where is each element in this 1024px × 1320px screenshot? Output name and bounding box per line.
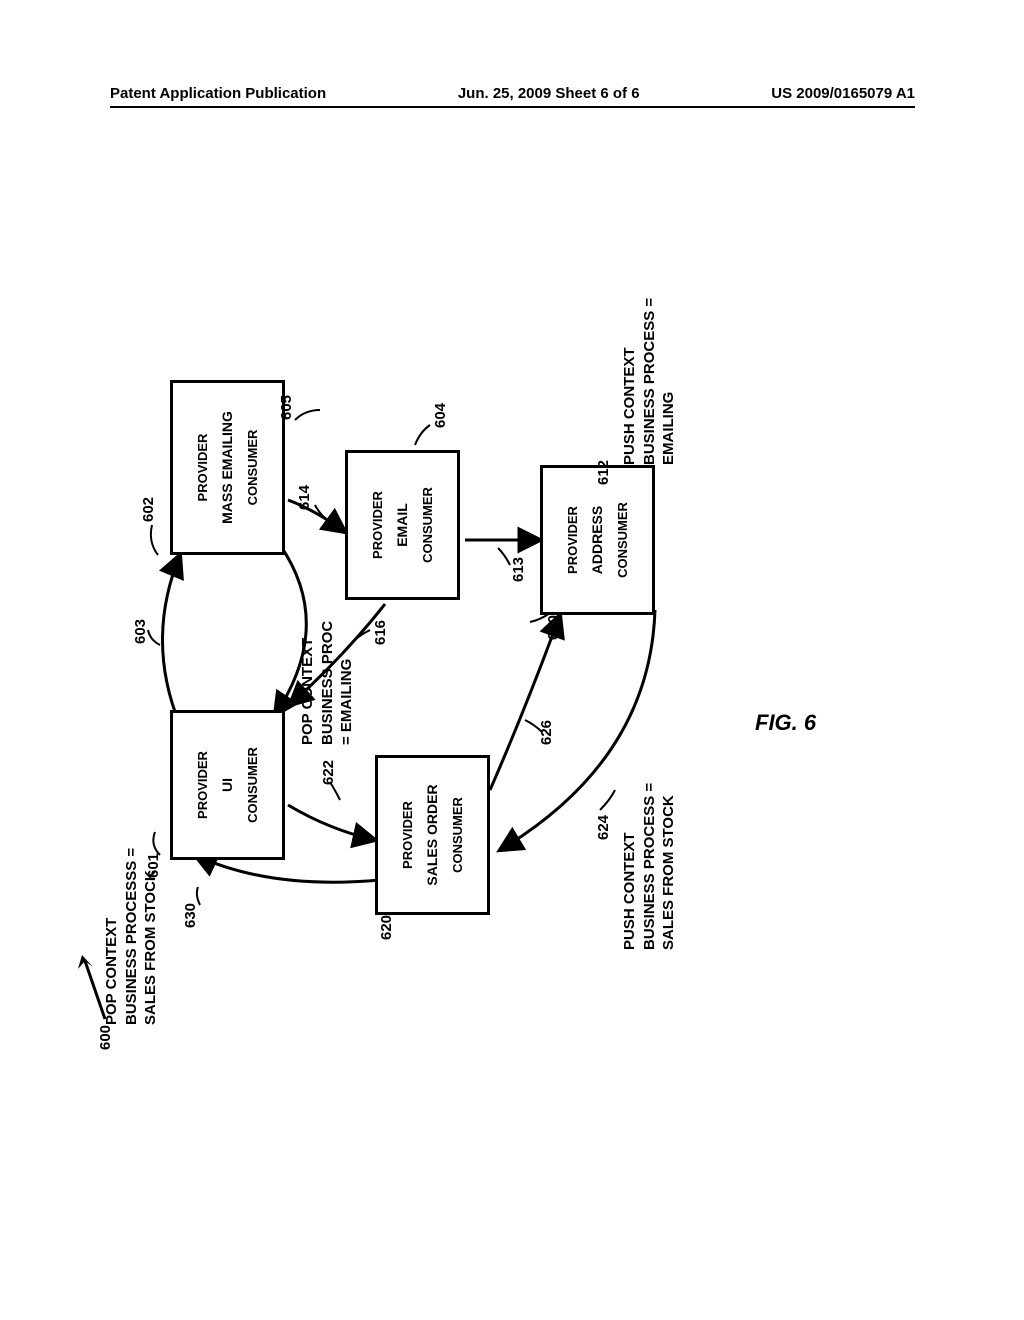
label-push-emailing: PUSH CONTEXT BUSINESS PROCESS = EMAILING — [620, 298, 679, 465]
header-center: Jun. 25, 2009 Sheet 6 of 6 — [458, 85, 640, 102]
header-left: Patent Application Publication — [110, 85, 326, 102]
page-header: Patent Application Publication Jun. 25, … — [110, 85, 915, 108]
label-pop-emailing: POP CONTEXT BUSINESS PROC = EMAILING — [298, 621, 357, 745]
page: Patent Application Publication Jun. 25, … — [0, 0, 1024, 1320]
label-provider: PROVIDER — [564, 506, 582, 574]
ref-630: 630 — [182, 903, 199, 928]
label-title: ADDRESS — [588, 506, 607, 574]
ref-613: 613 — [510, 557, 527, 582]
ref-612: 612 — [595, 460, 612, 485]
label-consumer: CONSUMER — [614, 502, 632, 578]
ref-603: 603 — [132, 619, 149, 644]
ref-604: 604 — [432, 403, 449, 428]
label-title: UI — [218, 778, 237, 792]
label-provider: PROVIDER — [194, 751, 212, 819]
figure-label: FIG. 6 — [755, 710, 816, 736]
header-right: US 2009/0165079 A1 — [771, 85, 915, 102]
node-ui: PROVIDER UI CONSUMER — [170, 710, 285, 860]
ref-602: 602 — [140, 497, 157, 522]
label-consumer: CONSUMER — [244, 747, 262, 823]
ref-622: 622 — [320, 760, 337, 785]
label-title: EMAIL — [393, 503, 412, 547]
node-address: PROVIDER ADDRESS CONSUMER — [540, 465, 655, 615]
label-pop-sales: POP CONTEXT BUSINESS PROCESSS = SALES FR… — [102, 848, 161, 1025]
ref-624: 624 — [595, 815, 612, 840]
ref-620: 620 — [378, 915, 395, 940]
ref-614: 614 — [296, 485, 313, 510]
label-push-sales: PUSH CONTEXT BUSINESS PROCESS = SALES FR… — [620, 783, 679, 950]
node-sales-order: PROVIDER SALES ORDER CONSUMER — [375, 755, 490, 915]
label-title: SALES ORDER — [423, 784, 442, 885]
node-email: PROVIDER EMAIL CONSUMER — [345, 450, 460, 600]
ref-626: 626 — [538, 720, 555, 745]
label-provider: PROVIDER — [399, 801, 417, 869]
label-title: MASS EMAILING — [218, 411, 237, 524]
ref-616: 616 — [372, 620, 389, 645]
ref-605: 605 — [278, 395, 295, 420]
ref-610: 610 — [545, 615, 562, 640]
node-mass-emailing: PROVIDER MASS EMAILING CONSUMER — [170, 380, 285, 555]
label-consumer: CONSUMER — [419, 487, 437, 563]
label-consumer: CONSUMER — [449, 797, 467, 873]
figure-6-diagram: 600 PROVIDER UI CONSUMER PROVIDER MASS E… — [120, 340, 880, 940]
label-consumer: CONSUMER — [244, 430, 262, 506]
label-provider: PROVIDER — [369, 491, 387, 559]
label-provider: PROVIDER — [194, 434, 212, 502]
